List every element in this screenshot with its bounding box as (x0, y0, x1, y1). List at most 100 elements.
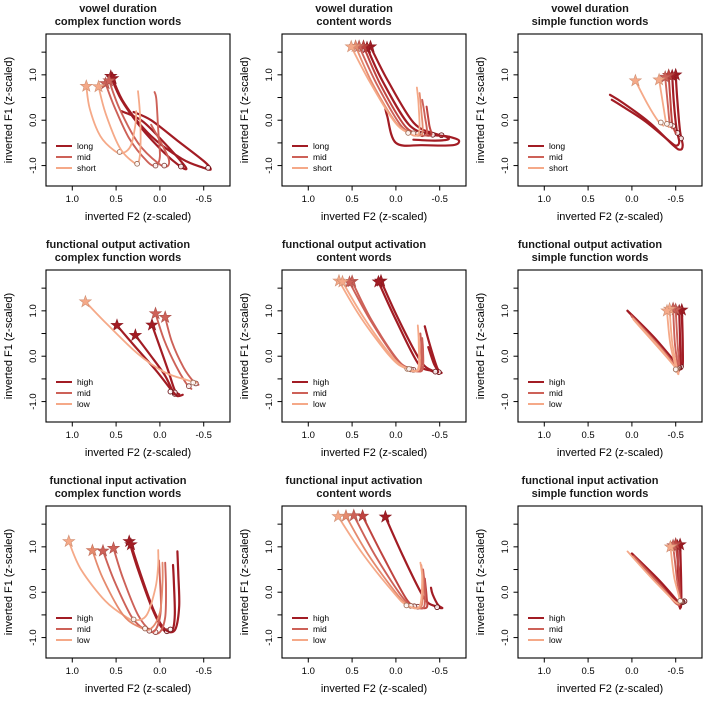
y-tick-label: 1.0 (28, 540, 39, 553)
timepoint-circle-marker (403, 602, 410, 609)
y-tick-label: -1.0 (264, 393, 275, 409)
plot-svg: 1.0 0.5 0.0 -0.5 1.0 0.0 -1.0 inverted F2 (z-sc… (3, 505, 231, 695)
target-star-marker (339, 508, 353, 522)
subplot-title-line2: complex function words (54, 488, 182, 500)
target-star-marker (102, 73, 116, 87)
subplot-output-activation-content: functional output activation content wor… (236, 236, 472, 472)
legend-label-mid: mid (549, 624, 563, 634)
plot-box (45, 33, 231, 187)
legend-label-mid: mid (313, 388, 327, 398)
trajectory-line-low (626, 545, 681, 605)
trajectory-line-high (377, 280, 440, 374)
legend-label-low: low (77, 399, 91, 409)
legend-label-high: high (313, 613, 329, 623)
x-tick-label: 0.0 (389, 666, 402, 677)
x-tick-label: -0.5 (196, 430, 212, 441)
x-axis-label: inverted F2 (z-scaled) (85, 683, 191, 695)
legend-label-short: short (549, 163, 569, 173)
legend-label-mid: mid (313, 624, 327, 634)
y-tick-label: 1.0 (28, 304, 39, 317)
plot-box (517, 33, 703, 187)
timepoint-circle-marker (185, 383, 192, 390)
x-tick-label: 0.5 (109, 194, 122, 205)
trajectory-line-short (85, 85, 138, 155)
y-tick-label: -1.0 (28, 629, 39, 645)
trajectory-line-mid (352, 514, 427, 610)
subplot-title-line1: vowel duration (551, 3, 629, 15)
x-tick-label: 1.0 (538, 430, 551, 441)
legend-label-mid: mid (77, 152, 91, 162)
subplot-vowel-duration-complex: vowel duration complex function words 1.… (0, 0, 236, 236)
y-axis-label: inverted F1 (z-scaled) (475, 293, 487, 399)
trajectory-line-high (384, 515, 444, 610)
target-star-marker (335, 274, 350, 288)
x-tick-label: 0.5 (581, 666, 594, 677)
y-tick-label: 0.0 (28, 586, 39, 599)
x-tick-label: 1.0 (66, 194, 79, 205)
legend-label-long: long (77, 141, 93, 151)
subplot-title: vowel duration content words (236, 0, 472, 28)
target-star-marker (96, 543, 110, 557)
x-tick-label: 0.0 (389, 430, 402, 441)
timepoint-circle-marker (434, 604, 440, 611)
target-star-marker (331, 509, 345, 523)
timepoint-circle-marker (142, 625, 148, 632)
target-star-marker (378, 509, 393, 523)
subplot-title: functional output activation content wor… (236, 236, 472, 264)
y-tick-label: 0.0 (500, 114, 511, 127)
x-axis-label: inverted F2 (z-scaled) (557, 447, 663, 459)
y-axis-label: inverted F1 (z-scaled) (3, 293, 15, 399)
y-tick-label: 1.0 (264, 304, 275, 317)
x-axis-label: inverted F2 (z-scaled) (557, 683, 663, 695)
legend-label-low: low (549, 635, 563, 645)
x-tick-label: 1.0 (66, 666, 79, 677)
y-axis-label: inverted F1 (z-scaled) (475, 57, 487, 163)
x-tick-label: 1.0 (302, 430, 315, 441)
subplot-title-line1: functional output activation (517, 239, 663, 251)
subplot-title-line2: content words (316, 16, 392, 28)
x-tick-label: 0.0 (153, 666, 166, 677)
subplot-title-line2: simple function words (531, 252, 649, 264)
y-tick-label: 1.0 (500, 68, 511, 81)
subplot-title-line2: complex function words (54, 16, 182, 28)
y-tick-label: -1.0 (28, 393, 39, 409)
plot-box (281, 505, 467, 659)
trajectory-line-long (369, 45, 461, 147)
legend-label-low: low (313, 635, 327, 645)
x-tick-label: -0.5 (668, 194, 684, 205)
legend-label-high: high (77, 377, 93, 387)
subplot-title-line2: simple function words (531, 16, 649, 28)
trajectory-line-low (341, 280, 421, 373)
legend-label-mid: mid (77, 388, 91, 398)
y-tick-label: 0.0 (28, 114, 39, 127)
y-axis-label: inverted F1 (z-scaled) (3, 57, 15, 163)
y-tick-label: 0.0 (500, 586, 511, 599)
x-tick-label: 1.0 (302, 666, 315, 677)
x-axis-label: inverted F2 (z-scaled) (85, 447, 191, 459)
plot-svg: 1.0 0.5 0.0 -0.5 1.0 0.0 -1.0 inverted F2 (z-sc… (3, 269, 231, 459)
trajectory-line-low (345, 515, 425, 610)
subplot-title-line2: content words (316, 488, 392, 500)
x-tick-label: -0.5 (196, 666, 212, 677)
trajectory-line-high (129, 543, 176, 633)
x-tick-label: -0.5 (432, 430, 448, 441)
target-star-marker (663, 539, 678, 553)
legend-label-long: long (313, 141, 329, 151)
trajectory-line-short (634, 79, 665, 127)
subplot-vowel-duration-simple: vowel duration simple function words 1.0… (472, 0, 708, 236)
x-tick-label: 0.0 (625, 666, 638, 677)
x-axis-label: inverted F2 (z-scaled) (85, 211, 191, 223)
subplot-title: functional output activation complex fun… (0, 236, 236, 264)
subplot-title: functional input activation complex func… (0, 472, 236, 500)
x-axis-label: inverted F2 (z-scaled) (557, 211, 663, 223)
x-tick-label: 0.0 (625, 194, 638, 205)
subplot-input-activation-content: functional input activation content word… (236, 472, 472, 708)
y-tick-label: 0.0 (264, 586, 275, 599)
target-star-marker (148, 306, 163, 320)
timepoint-circle-marker (664, 120, 670, 127)
timepoint-circle-marker (161, 162, 168, 169)
y-axis-label: inverted F1 (z-scaled) (475, 529, 487, 635)
plot-box (517, 269, 703, 423)
trajectory-line-mid (632, 544, 681, 606)
